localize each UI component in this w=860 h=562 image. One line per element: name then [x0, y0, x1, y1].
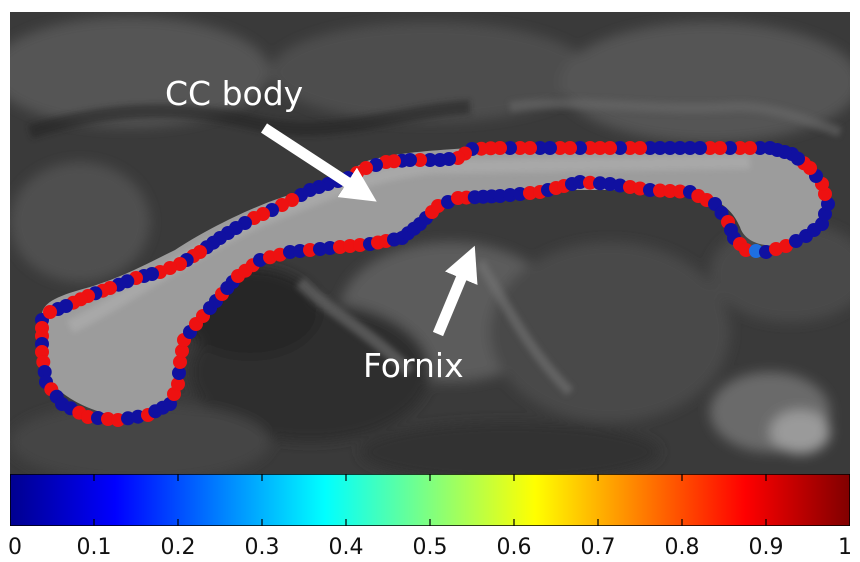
contour-point [523, 141, 537, 155]
brain-tissue-texture [10, 17, 850, 474]
contour-point [643, 183, 657, 197]
colorbar-tick-label: 0.6 [496, 535, 532, 560]
contour-point [653, 183, 667, 198]
contour-point [723, 141, 737, 155]
contour-point [173, 355, 187, 369]
cc-body-arrow [260, 123, 377, 202]
contour-point [172, 366, 186, 380]
contour-point [653, 141, 667, 155]
contour-point [693, 141, 707, 155]
contour-point [175, 344, 189, 358]
contour-point [423, 153, 437, 167]
contour-point [553, 141, 567, 155]
contour-point [413, 153, 427, 167]
contour-point [663, 141, 677, 155]
contour-point [673, 141, 687, 155]
contour-point [663, 184, 677, 198]
fornix-annotation: Fornix [363, 346, 464, 385]
contour-point [573, 175, 587, 189]
fornix-arrow [432, 245, 478, 337]
contour-point [563, 141, 577, 155]
contour-point [603, 141, 617, 155]
contour-point [583, 141, 597, 155]
colorbar-tick-label: 0.8 [664, 535, 700, 560]
cc-body-annotation: CC body [165, 74, 304, 113]
colorbar-tick-label: 0.3 [244, 535, 280, 560]
contour-point [543, 141, 557, 155]
contour-point [733, 141, 747, 155]
contour-point [713, 141, 727, 155]
contour-point [703, 141, 717, 155]
colorbar-tick-label: 0.7 [580, 535, 616, 560]
colorbar-tick-label: 0.2 [160, 535, 196, 560]
contour-point [573, 141, 587, 155]
contour-point [743, 141, 757, 155]
contour-point [763, 141, 777, 155]
contour-point [643, 141, 657, 155]
contour-point [513, 141, 527, 155]
colorbar-tick-label: 0.9 [748, 535, 784, 560]
contour-point [433, 153, 447, 167]
contour-point [583, 175, 597, 190]
contour-point [503, 141, 517, 155]
contour-point [623, 141, 637, 155]
contour-point [171, 377, 185, 391]
contour-point [593, 141, 607, 155]
colorbar-tick-label: 0 [8, 535, 22, 560]
contour-point [673, 184, 687, 199]
cc-contour-points [35, 141, 835, 427]
contour-point [533, 141, 547, 155]
colorbar-tick-label: 0.1 [76, 535, 112, 560]
colorbar [10, 474, 850, 526]
contour-point [43, 305, 57, 319]
contour-point [683, 141, 697, 155]
contour-point [613, 141, 627, 155]
contour-point [753, 141, 767, 155]
contour-point [633, 141, 647, 155]
colorbar-tick-label: 0.5 [412, 535, 448, 560]
mri-slice-image [10, 12, 850, 474]
colorbar-tick-label: 0.4 [328, 535, 364, 560]
colorbar-tick-label: 1 [838, 535, 852, 560]
corpus-callosum-region [42, 148, 829, 417]
contour-point [593, 176, 607, 191]
